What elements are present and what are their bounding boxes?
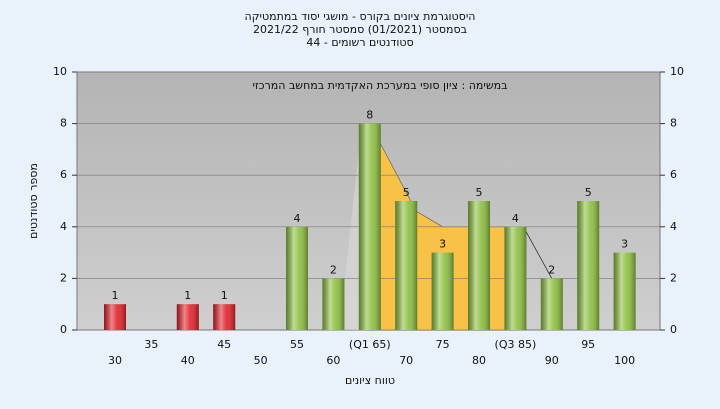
x-tick-label: 95 (581, 338, 595, 351)
bar-shine (213, 304, 236, 330)
value-label: 1 (112, 289, 119, 302)
x-tick-label: 75 (436, 338, 450, 351)
x-tick-label: 40 (181, 354, 195, 367)
value-label: 5 (403, 186, 410, 199)
bar-shine (322, 278, 345, 330)
x-tick-label: 60 (326, 354, 340, 367)
x-tick-label: 80 (472, 354, 486, 367)
bar-shine (577, 201, 600, 330)
value-label: 4 (512, 212, 519, 225)
annotation: במשימה : ציון סופי במערכת האקדמית במחשב … (253, 79, 508, 92)
bar-shine (104, 304, 126, 330)
y2-tick-label: 8 (670, 117, 677, 130)
y-tick-label: 2 (60, 271, 67, 284)
chart-title: היסטוגרמת ציונים בקורס - מושגי יסוד במתמ… (245, 10, 476, 23)
x-tick-label: (Q3 85) (495, 338, 537, 351)
y-tick-label: 6 (60, 168, 67, 181)
value-label: 3 (621, 238, 628, 251)
bar-shine (504, 226, 527, 330)
y2-tick-label: 10 (670, 65, 684, 78)
y-tick-label: 4 (60, 220, 67, 233)
quartile-line (523, 226, 553, 279)
y-tick-label: 10 (53, 65, 67, 78)
value-label: 5 (585, 186, 592, 199)
bar-shine (468, 201, 490, 330)
value-label: 3 (439, 238, 446, 251)
y2-tick-label: 4 (670, 220, 677, 233)
x-tick-label: 30 (108, 354, 122, 367)
y-axis-label: מספר סטודנטים (27, 163, 40, 239)
bar-shine (176, 304, 199, 330)
bar-shine (286, 226, 308, 330)
chart-subtitle: בסמסטר (01/2021) סמסטר חורף 2021/22 (253, 23, 467, 36)
x-tick-label: 45 (217, 338, 231, 351)
value-label: 4 (294, 212, 301, 225)
x-tick-label: 55 (290, 338, 304, 351)
bar-shine (358, 123, 381, 330)
chart-subtitle: סטודנטים רשומים - 44 (306, 36, 413, 49)
x-tick-label: 100 (614, 354, 635, 367)
bar-shine (431, 252, 454, 330)
value-label: 5 (476, 186, 483, 199)
value-label: 2 (330, 263, 337, 276)
y-tick-label: 8 (60, 117, 67, 130)
x-tick-label: 50 (254, 354, 268, 367)
value-label: 1 (221, 289, 228, 302)
bar-shine (395, 201, 418, 330)
x-tick-label: 70 (399, 354, 413, 367)
y2-tick-label: 2 (670, 271, 677, 284)
value-label: 8 (366, 109, 373, 122)
x-tick-label: 90 (545, 354, 559, 367)
value-label: 1 (184, 289, 191, 302)
bar-shine (540, 278, 563, 330)
value-label: 2 (548, 263, 555, 276)
y-tick-label: 0 (60, 323, 67, 336)
bar-shine (613, 252, 636, 330)
y2-tick-label: 0 (670, 323, 677, 336)
x-tick-label: (Q1 65) (349, 338, 391, 351)
x-tick-label: 35 (144, 338, 158, 351)
x-axis-label: טווח ציונים (345, 374, 395, 387)
y2-tick-label: 6 (670, 168, 677, 181)
